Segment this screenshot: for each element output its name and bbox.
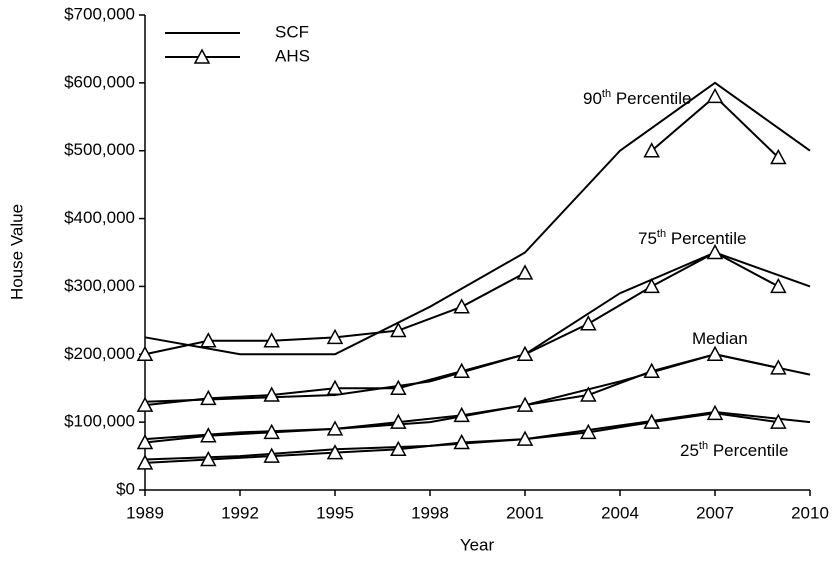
marker [516,396,534,412]
x-tick-label: 2001 [506,503,544,522]
marker [706,243,724,260]
series-line [144,251,811,403]
marker [200,427,217,443]
annotation-text: Percentile [611,89,691,108]
marker [326,328,344,345]
marker [516,264,534,280]
marker [643,277,660,294]
marker [706,404,724,421]
annotation-superscript: th [657,228,666,240]
marker [706,345,724,362]
marker [136,345,154,362]
marker [200,389,217,406]
marker [516,430,534,446]
marker [390,440,407,457]
y-tick-label: $300,000 [64,276,135,295]
marker [390,413,407,429]
y-tick-label: $600,000 [64,72,135,91]
marker [770,148,787,165]
y-tick-label: $0 [116,479,135,498]
annotation-text: 75 [638,229,657,248]
annotation: 75th Percentile [638,228,746,249]
series-line [144,251,779,407]
x-axis-label: Year [460,535,495,554]
marker [326,444,344,460]
marker [516,345,534,362]
marker [263,332,280,348]
legend-label: SCF [275,22,309,41]
annotation-text: 25 [680,441,699,460]
x-tick-label: 1992 [221,503,259,522]
marker [326,379,344,395]
marker [453,406,470,423]
marker [390,379,407,395]
marker [770,359,787,375]
marker [263,447,280,463]
marker [136,454,154,470]
y-tick-label: $400,000 [64,208,135,227]
marker [643,413,660,429]
annotation-superscript: th [699,440,708,452]
annotation-text: 90 [583,89,602,108]
annotation-text: Percentile [708,441,788,460]
marker [136,396,154,412]
marker [643,142,660,158]
annotation-superscript: th [602,88,611,100]
y-tick-label: $100,000 [64,412,135,431]
annotation-text: Percentile [666,229,746,248]
marker [580,315,597,331]
marker [200,450,217,467]
marker [770,277,787,294]
x-tick-label: 2010 [791,503,829,522]
marker [453,362,470,378]
y-axis-label: House Value [7,204,26,300]
marker [326,420,344,436]
series-line [144,81,811,356]
x-tick-label: 2004 [601,503,639,522]
annotation: 90th Percentile [583,88,691,109]
marker [136,433,154,450]
series-line [144,95,780,356]
annotation: Median [692,329,748,348]
y-tick-label: $700,000 [64,4,135,23]
x-tick-label: 1995 [316,503,354,522]
marker [580,423,597,440]
marker [453,433,470,450]
y-tick-label: $500,000 [64,140,135,159]
marker [706,87,724,104]
marker [263,386,280,402]
annotation-text: Median [692,329,748,348]
legend-marker [193,48,211,64]
legend-label: AHS [275,46,310,65]
marker [770,413,787,429]
marker [263,423,280,440]
marker [200,332,217,348]
marker [390,321,407,338]
x-tick-label: 1989 [126,503,164,522]
marker [643,362,660,378]
marker [453,298,470,314]
marker [580,386,597,402]
annotation: 25th Percentile [680,440,788,461]
y-tick-label: $200,000 [64,344,135,363]
x-tick-label: 1998 [411,503,449,522]
x-tick-label: 2007 [696,503,734,522]
